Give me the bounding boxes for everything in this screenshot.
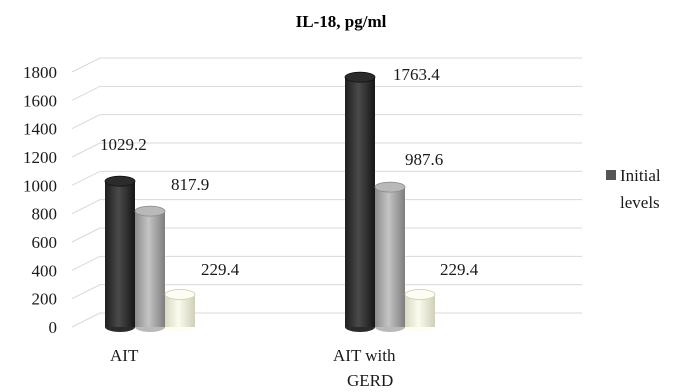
x-category-label: AIT with (333, 346, 396, 365)
data-label: 1029.2 (100, 135, 147, 154)
data-label: 229.4 (440, 260, 479, 279)
bar-cylinder (134, 205, 166, 332)
x-axis-categories: AIT AIT with GERD (110, 346, 396, 390)
y-tick-label: 400 (32, 261, 58, 280)
legend-label-line-2: levels (620, 193, 660, 212)
bar-cylinder (344, 71, 376, 332)
data-label: 229.4 (201, 260, 240, 279)
x-category-label: GERD (347, 371, 393, 390)
data-labels: 1029.2 817.9 229.4 1763.4 987.6 229.4 (100, 65, 479, 279)
legend: Initial levels (606, 166, 661, 212)
y-tick-label: 1400 (23, 120, 57, 139)
chart-title: IL-18, pg/ml (296, 12, 387, 31)
x-category-label: AIT (110, 346, 139, 365)
y-tick-label: 1600 (23, 91, 57, 110)
gridline (71, 114, 582, 130)
gridlines (71, 57, 582, 328)
y-tick-label: 0 (49, 318, 58, 337)
bar-cylinder (374, 181, 406, 332)
gridline (71, 284, 582, 300)
gridline (71, 57, 582, 73)
bars (104, 71, 436, 332)
y-tick-label: 800 (32, 205, 58, 224)
gridline (71, 255, 582, 271)
y-tick-label: 600 (32, 233, 58, 252)
gridline (71, 85, 582, 101)
gridline (71, 199, 582, 215)
gridline (71, 227, 582, 243)
data-label: 987.6 (405, 150, 443, 169)
legend-label-line-1: Initial (620, 166, 661, 185)
data-label: 817.9 (171, 175, 209, 194)
y-tick-label: 1000 (23, 176, 57, 195)
bar-cylinder (164, 289, 196, 332)
bar-cylinder (104, 175, 136, 332)
bar-cylinder (404, 289, 436, 332)
gridline (71, 170, 582, 186)
y-axis-ticks: 0 200 400 600 800 1000 1200 1400 1600 1800 (23, 63, 57, 337)
y-tick-label: 1800 (23, 63, 57, 82)
y-tick-label: 1200 (23, 148, 57, 167)
data-label: 1763.4 (393, 65, 440, 84)
y-tick-label: 200 (32, 290, 58, 309)
gridline (71, 142, 582, 158)
legend-swatch-initial-levels (606, 170, 616, 180)
